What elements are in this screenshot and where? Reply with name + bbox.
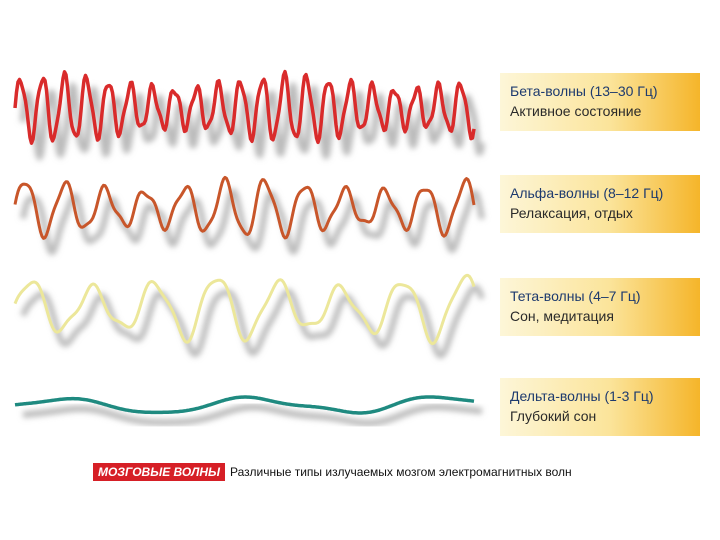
label-box: Альфа-волны (8–12 Гц) Релаксация, отдых (500, 175, 700, 233)
wave-subtitle: Релаксация, отдых (510, 205, 633, 221)
wave-title: Тета-волны (4–7 Гц) (510, 288, 641, 304)
label-box: Тета-волны (4–7 Гц) Сон, медитация (500, 278, 700, 336)
wave-subtitle: Глубокий сон (510, 408, 597, 424)
caption-text: Различные типы излучаемых мозгом электро… (230, 465, 572, 479)
wave-line (13, 69, 476, 145)
wave-shadow (20, 284, 485, 359)
wave-shadow (19, 82, 486, 161)
label-box: Бета-волны (13–30 Гц) Активное состояние (500, 73, 700, 131)
wave-line (14, 395, 475, 415)
wave-line (13, 175, 476, 240)
wave-shadow (21, 403, 484, 427)
wave-subtitle: Активное состояние (510, 103, 642, 119)
wave-title: Дельта-волны (1-3 Гц) (510, 388, 654, 404)
wave-title: Бета-волны (13–30 Гц) (510, 83, 658, 99)
label-box: Дельта-волны (1-3 Гц) Глубокий сон (500, 378, 700, 436)
wave-shadow (20, 188, 485, 256)
caption-badge: МОЗГОВЫЕ ВОЛНЫ (93, 463, 225, 481)
wave-line (13, 273, 476, 346)
wave-subtitle: Сон, медитация (510, 308, 614, 324)
wave-title: Альфа-волны (8–12 Гц) (510, 185, 664, 201)
